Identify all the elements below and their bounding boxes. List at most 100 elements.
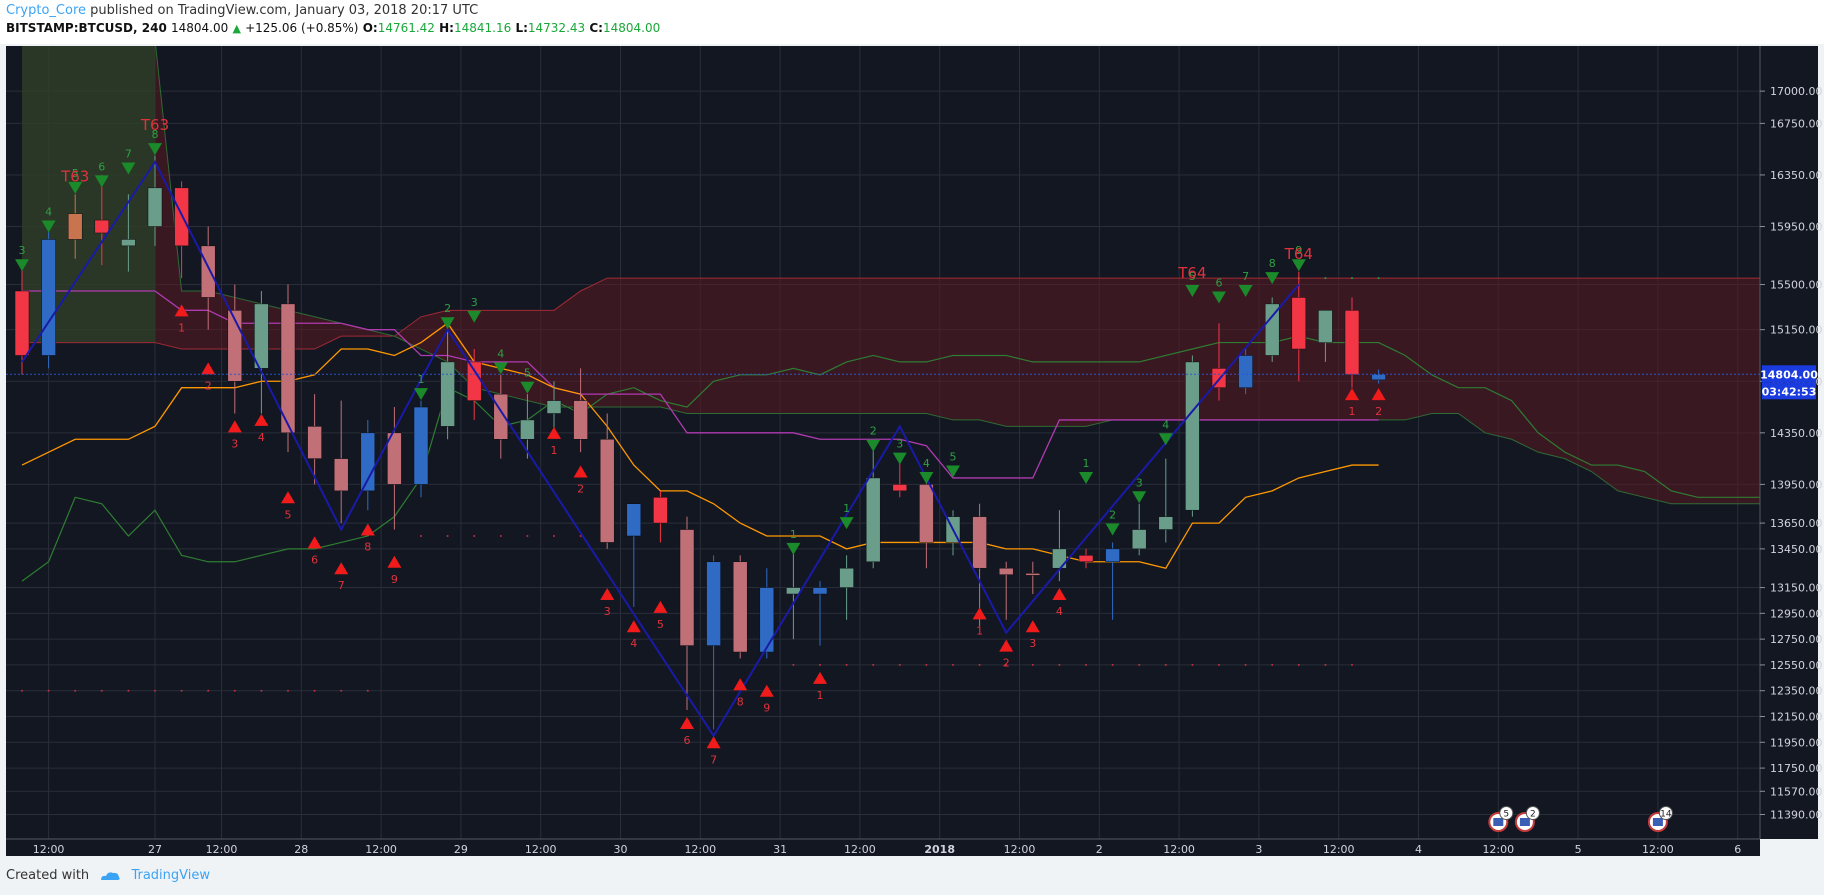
price-tick-label: 15500.00: [1770, 279, 1823, 292]
low-label: L:: [515, 21, 528, 35]
candle: [1131, 503, 1147, 556]
support-dot: [154, 689, 156, 692]
time-tick-label: 28: [294, 843, 308, 856]
time-tick-label: 12:00: [365, 843, 397, 856]
plot-background: [6, 46, 1760, 839]
sell-setup-arrow-icon: [866, 439, 881, 452]
support-dot: [1031, 663, 1034, 666]
buy-setup-count: 9: [763, 702, 770, 715]
close-label: C:: [589, 21, 603, 35]
candle-body: [1078, 555, 1094, 563]
candle: [732, 555, 748, 659]
candle-body: [387, 432, 402, 485]
support-dot: [313, 689, 316, 692]
price-tick-label: 14350.00: [1770, 427, 1823, 440]
buy-setup-arrow-icon: [573, 465, 588, 478]
buy-setup-count: 1: [817, 689, 824, 702]
sell-setup-arrow-icon: [1158, 433, 1173, 446]
candle: [1238, 349, 1253, 395]
sell-setup-count: 2: [1109, 509, 1116, 522]
support-dot: [180, 689, 183, 692]
buy-setup-count: 2: [1375, 405, 1382, 418]
economic-event-badge[interactable]: 14: [1647, 806, 1673, 832]
created-with-text: Created with: [6, 868, 90, 883]
sell-setup-count: 3: [471, 296, 478, 309]
badge-count: 5: [1503, 810, 1509, 820]
candle-body: [1105, 548, 1120, 563]
time-tick-label: 12:00: [684, 843, 716, 856]
sell-setup-arrow-icon: [1079, 471, 1093, 484]
candle-body: [307, 426, 322, 459]
candle-body: [280, 303, 296, 434]
sell-setup-count: 3: [896, 438, 903, 451]
candle: [1344, 297, 1360, 388]
ohlc-legend: BITSTAMP:BTCUSD, 240 14804.00 ▲ +125.06 …: [6, 21, 660, 35]
support-dot: [21, 689, 23, 692]
sell-setup-count: 1: [790, 528, 797, 541]
support-dot: [100, 689, 103, 692]
buy-setup-arrow-icon: [174, 304, 189, 317]
buy-setup-count: 4: [630, 637, 637, 650]
economic-event-badge[interactable]: 5: [1488, 806, 1514, 832]
price-chart[interactable]: 3 4 5 6 7 8 1 2 3 4 5 1 1 2 3 4 5 1 2 3 4 5 6 7 8 9 1 2 3 4 5 6 7 8 9 1 2 3 4 5…: [0, 44, 1824, 860]
buy-setup-arrow-icon: [706, 736, 721, 749]
tradingview-link[interactable]: TradingView: [131, 868, 210, 883]
sell-setup-count: 3: [1136, 476, 1143, 489]
author-link[interactable]: Crypto_Core: [6, 3, 87, 18]
candle: [759, 568, 775, 659]
candle: [67, 194, 83, 259]
candle-body: [1344, 310, 1360, 376]
buy-setup-arrow-icon: [1052, 588, 1067, 601]
tradingview-logo-icon: [101, 871, 120, 880]
buy-setup-arrow-icon: [1371, 388, 1386, 401]
candle-body: [520, 419, 535, 440]
candle-body: [1185, 361, 1200, 511]
sell-setup-count: 3: [19, 244, 26, 257]
sell-setup-count: 1: [1083, 457, 1090, 470]
candle: [121, 194, 136, 272]
last-price: 14804.00: [170, 21, 229, 35]
candle: [573, 368, 588, 453]
candle-body: [1158, 516, 1174, 530]
buy-setup-arrow-icon: [733, 678, 748, 691]
candle: [865, 445, 881, 569]
buy-setup-arrow-icon: [334, 562, 349, 575]
sell-setup-arrow-icon: [946, 465, 960, 478]
sell-setup-count: 8: [1269, 257, 1276, 270]
candle-body: [94, 219, 110, 234]
candle-body: [998, 567, 1014, 575]
buy-setup-count: 4: [1056, 605, 1063, 618]
footer: Created with TradingView: [6, 868, 210, 883]
buy-setup-count: 5: [285, 508, 292, 521]
support-dot: [233, 689, 236, 692]
sell-setup-count: 5: [524, 367, 531, 380]
support-dot: [819, 663, 821, 666]
candle: [1264, 297, 1280, 362]
price-axis: [1760, 46, 1818, 839]
time-tick-label: 30: [614, 843, 628, 856]
candle: [440, 329, 455, 440]
candle: [892, 458, 908, 498]
sell-setup-count: 5: [1189, 270, 1196, 283]
economic-event-badge[interactable]: 2: [1514, 806, 1540, 832]
candle: [1185, 355, 1200, 517]
buy-setup-arrow-icon: [281, 491, 295, 504]
price-tick-label: 17000.00: [1770, 85, 1823, 98]
support-dot: [1111, 663, 1114, 666]
support-dot: [1005, 663, 1008, 666]
candle-body: [1238, 355, 1253, 388]
symbol-label[interactable]: BITSTAMP:BTCUSD, 240: [6, 21, 167, 35]
time-tick-label: 31: [773, 843, 787, 856]
candle: [254, 290, 269, 414]
buy-setup-arrow-icon: [1345, 388, 1359, 401]
candle-body: [865, 477, 881, 563]
buy-setup-count: 3: [1029, 637, 1036, 650]
candle-body: [706, 561, 721, 646]
sell-setup-arrow-icon: [148, 143, 162, 156]
low-value: 14732.43: [527, 21, 586, 35]
candle-body: [147, 187, 163, 227]
candle: [599, 413, 615, 549]
resistance-dot: [1377, 277, 1380, 280]
candle-body: [1025, 573, 1041, 576]
last-price-label: 14804.00: [1760, 368, 1818, 381]
